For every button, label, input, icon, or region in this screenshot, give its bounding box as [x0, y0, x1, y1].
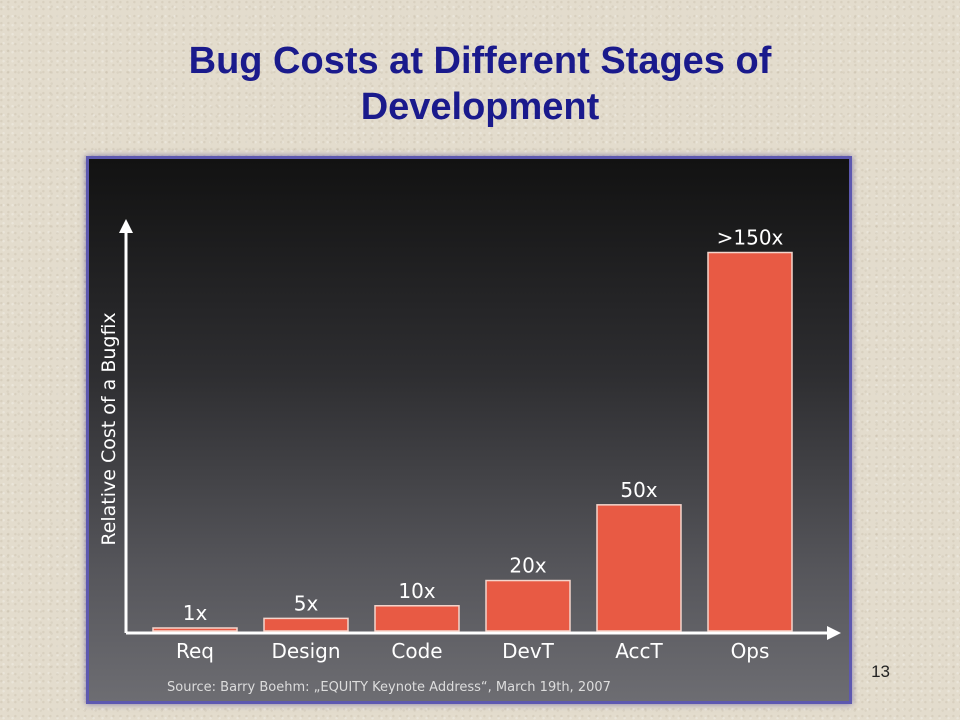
chart-axes	[119, 219, 841, 640]
bar-code	[374, 605, 460, 632]
bar-acct	[596, 504, 682, 632]
bar-ops	[707, 251, 793, 632]
x-tick-label-code: Code	[391, 639, 442, 663]
chart-labels: 1x Req 5x Design 10x Code 20x DevT 50x AccT >150x O…	[176, 226, 784, 663]
data-label-code: 10x	[398, 579, 435, 603]
x-axis-arrow	[827, 626, 841, 640]
bar-req	[152, 627, 238, 632]
x-tick-label-design: Design	[271, 639, 340, 663]
data-label-req: 1x	[183, 601, 208, 625]
data-label-acct: 50x	[620, 478, 657, 502]
bar-devt	[485, 579, 571, 632]
bar-design	[263, 617, 349, 632]
slide-title: Bug Costs at Different Stages of Develop…	[0, 38, 960, 130]
page-number: 13	[871, 662, 890, 681]
title-line-1: Bug Costs at Different Stages of	[188, 40, 772, 82]
y-axis-label: Relative Cost of a Bugfix	[98, 312, 120, 545]
data-label-devt: 20x	[509, 554, 546, 578]
x-tick-label-req: Req	[176, 639, 214, 663]
chart-bars	[152, 251, 793, 632]
chart-frame: 1x Req 5x Design 10x Code 20x DevT 50x AccT >150x O…	[86, 156, 852, 704]
title-line-2: Development	[360, 86, 600, 128]
bar-chart: 1x Req 5x Design 10x Code 20x DevT 50x AccT >150x O…	[98, 219, 841, 695]
x-tick-label-acct: AccT	[615, 639, 663, 663]
x-tick-label-devt: DevT	[502, 639, 555, 663]
x-tick-label-ops: Ops	[731, 639, 770, 663]
y-axis-arrow	[119, 219, 133, 233]
data-label-ops: >150x	[717, 226, 784, 250]
data-label-design: 5x	[294, 591, 319, 615]
chart-source-note: Source: Barry Boehm: „EQUITY Keynote Add…	[167, 680, 611, 695]
